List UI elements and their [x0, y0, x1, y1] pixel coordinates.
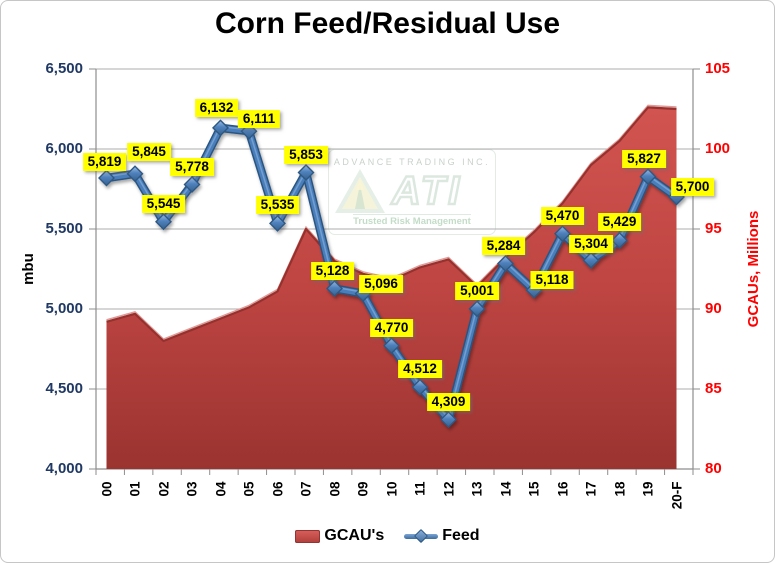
x-axis-tick-label: 17 [583, 481, 599, 497]
left-axis-tick-label: 4,000 [45, 460, 83, 477]
feed-line-swatch-icon [404, 528, 439, 544]
x-axis-tick-label: 12 [441, 481, 456, 497]
x-axis-tick-label: 01 [127, 481, 143, 497]
legend: GCAU's Feed [1, 527, 774, 545]
x-axis-tick-label: 04 [213, 481, 228, 497]
x-axis-tick-label: 14 [498, 481, 513, 497]
left-axis-tick-label: 5,500 [45, 220, 83, 237]
right-axis-tick-label: 95 [705, 220, 722, 237]
left-axis-tick-label: 6,500 [45, 60, 83, 77]
x-axis-tick-label: 15 [526, 481, 542, 497]
left-axis-tick-label: 4,500 [45, 380, 83, 397]
feed-marker [240, 122, 258, 140]
data-label: 5,096 [359, 274, 403, 293]
feed-marker [611, 231, 628, 249]
feed-marker [183, 176, 201, 194]
x-axis-tick-label: 07 [298, 481, 314, 497]
data-label: 5,118 [530, 271, 574, 290]
feed-marker [126, 165, 144, 183]
chart-title: Corn Feed/Residual Use [214, 7, 561, 40]
data-label: 5,128 [310, 261, 355, 280]
feed-marker [639, 168, 657, 186]
x-axis-tick-label: 11 [412, 481, 428, 496]
x-axis-tick-label: 00 [99, 481, 114, 497]
x-axis-tick-label: 18 [612, 481, 627, 497]
left-axis-tick-label: 5,000 [45, 300, 83, 317]
x-axis-tick-label: 09 [355, 481, 371, 497]
x-axis-tick-label: 19 [640, 481, 656, 497]
feed-marker [155, 213, 172, 231]
data-label: 5,304 [569, 235, 613, 254]
data-label: 5,845 [127, 142, 171, 161]
x-axis-tick-label: 08 [327, 481, 342, 497]
right-axis-tick-label: 100 [705, 140, 731, 157]
right-axis-title: GCAUs, Millions [745, 210, 762, 328]
data-label: 5,853 [284, 145, 328, 164]
x-axis-tick-label: 10 [384, 481, 399, 497]
feed-marker [582, 251, 600, 269]
x-axis-tick-label: 05 [241, 481, 257, 497]
data-label: 5,001 [455, 281, 499, 300]
right-axis-tick-label: 85 [705, 380, 722, 397]
data-label: 5,284 [481, 236, 526, 255]
x-axis-tick-label: 20-F [669, 481, 684, 510]
feed-marker [440, 411, 457, 429]
right-axis-tick-label: 105 [705, 60, 731, 77]
right-axis-tick-label: 80 [705, 460, 722, 477]
data-label: 6,132 [194, 98, 239, 117]
data-label: 5,700 [670, 178, 715, 196]
data-label: 4,512 [398, 360, 442, 379]
feed-marker [468, 300, 486, 318]
feed-marker [554, 225, 571, 243]
data-label: 5,535 [255, 196, 300, 215]
feed-marker [212, 119, 229, 137]
feed-marker [383, 337, 400, 355]
x-axis-tick-label: 16 [555, 481, 570, 497]
legend-label-feed: Feed [442, 527, 480, 544]
feed-marker [297, 164, 315, 182]
gcau-area-swatch-icon [295, 529, 321, 543]
feed-marker [411, 378, 429, 396]
x-axis-tick-label: 02 [156, 481, 171, 497]
feed-marker [326, 280, 343, 298]
data-label: 4,309 [426, 392, 471, 411]
data-label: 5,545 [141, 194, 186, 213]
x-axis-tick-label: 06 [270, 481, 285, 497]
x-axis-tick-label: 13 [469, 481, 485, 497]
left-axis-tick-label: 6,000 [45, 140, 83, 157]
x-axis-tick-label: 03 [184, 481, 200, 497]
feed-marker [269, 214, 286, 232]
data-label: 5,827 [622, 149, 666, 168]
feed-marker [98, 169, 115, 187]
right-axis-tick-label: 90 [705, 300, 722, 317]
legend-item-gcaus: GCAU's [295, 527, 384, 545]
data-label: 5,470 [540, 206, 585, 225]
data-label: 5,429 [597, 213, 642, 232]
data-label: 5,778 [170, 157, 214, 176]
data-label: 6,111 [237, 110, 281, 129]
legend-label-gcaus: GCAU's [324, 527, 385, 544]
feed-marker [497, 255, 514, 273]
legend-item-feed: Feed [404, 527, 480, 545]
data-label: 4,770 [369, 318, 414, 337]
data-label: 5,819 [82, 152, 127, 171]
